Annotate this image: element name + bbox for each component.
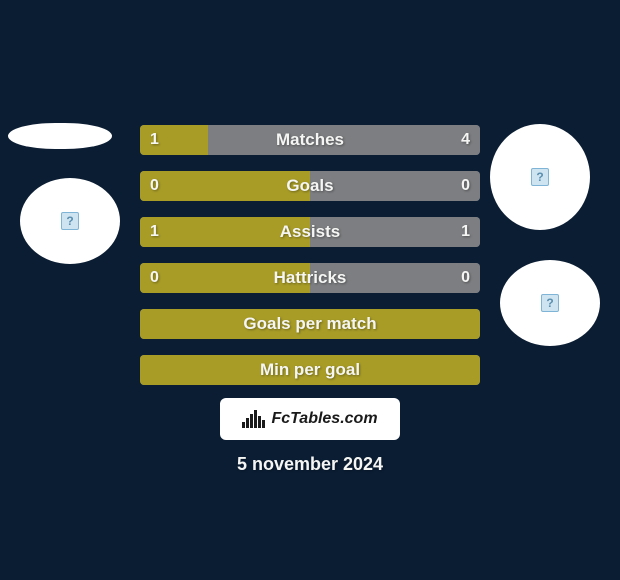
stat-bar-left [140,355,480,385]
stat-value-right: 0 [451,263,480,293]
stat-row: 11Assists [140,217,480,247]
stat-row: 14Matches [140,125,480,155]
stat-row: Min per goal [140,355,480,385]
missing-image-icon: ? [61,212,79,230]
left-ellipse-placeholder [8,123,112,149]
stat-value-left: 0 [140,263,169,293]
stat-value-left: 1 [140,217,169,247]
stat-bar-right [208,125,480,155]
stat-row: 00Goals [140,171,480,201]
stat-value-left: 0 [140,171,169,201]
right-avatar-circle-bottom: ? [500,260,600,346]
footer-date: 5 november 2024 [237,454,383,475]
stat-bars: 14Matches00Goals11Assists00HattricksGoal… [140,125,480,401]
stat-row: 00Hattricks [140,263,480,293]
comparison-infographic: Mert Hakan Yandas vs E. Poku Club compet… [0,0,620,580]
stat-value-right: 0 [451,171,480,201]
stat-row: Goals per match [140,309,480,339]
stat-value-right: 4 [451,125,480,155]
right-avatar-circle-top: ? [490,124,590,230]
stat-value-left: 1 [140,125,169,155]
missing-image-icon: ? [531,168,549,186]
stat-bar-left [140,309,480,339]
stat-value-right: 1 [451,217,480,247]
left-avatar-circle: ? [20,178,120,264]
missing-image-icon: ? [541,294,559,312]
brand-text: FcTables.com [271,410,377,428]
brand-badge: FcTables.com [220,398,400,440]
brand-logo-icon [242,410,265,428]
